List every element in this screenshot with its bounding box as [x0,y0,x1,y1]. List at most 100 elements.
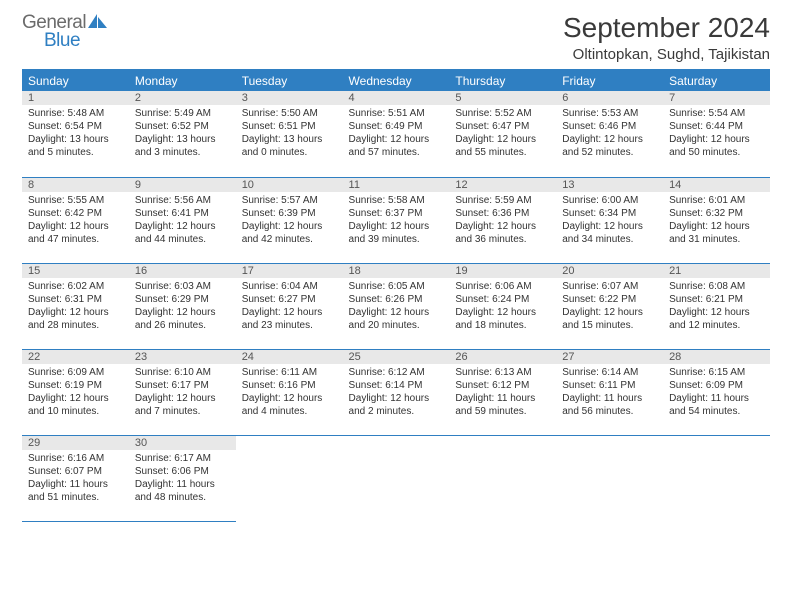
day-content: Sunrise: 5:48 AMSunset: 6:54 PMDaylight:… [22,105,129,163]
day-content: Sunrise: 5:53 AMSunset: 6:46 PMDaylight:… [556,105,663,163]
sunset-line: Sunset: 6:39 PM [242,207,337,220]
sunrise-line: Sunrise: 6:00 AM [562,194,657,207]
calendar-cell: 15Sunrise: 6:02 AMSunset: 6:31 PMDayligh… [22,263,129,349]
day-content: Sunrise: 5:51 AMSunset: 6:49 PMDaylight:… [343,105,450,163]
daylight-line: Daylight: 12 hours and 34 minutes. [562,220,657,246]
sunrise-line: Sunrise: 6:17 AM [135,452,230,465]
calendar-cell: 13Sunrise: 6:00 AMSunset: 6:34 PMDayligh… [556,177,663,263]
sunrise-line: Sunrise: 6:01 AM [669,194,764,207]
day-number: 17 [236,264,343,278]
day-content: Sunrise: 6:17 AMSunset: 6:06 PMDaylight:… [129,450,236,508]
calendar-cell [236,435,343,521]
sunrise-line: Sunrise: 5:59 AM [455,194,550,207]
daylight-line: Daylight: 12 hours and 50 minutes. [669,133,764,159]
day-content: Sunrise: 6:07 AMSunset: 6:22 PMDaylight:… [556,278,663,336]
calendar-week: 22Sunrise: 6:09 AMSunset: 6:19 PMDayligh… [22,349,770,435]
day-number: 11 [343,178,450,192]
day-header: Sunday [22,70,129,91]
daylight-line: Daylight: 12 hours and 31 minutes. [669,220,764,246]
calendar-cell: 22Sunrise: 6:09 AMSunset: 6:19 PMDayligh… [22,349,129,435]
day-number: 19 [449,264,556,278]
day-content: Sunrise: 5:54 AMSunset: 6:44 PMDaylight:… [663,105,770,163]
sunset-line: Sunset: 6:34 PM [562,207,657,220]
day-number: 24 [236,350,343,364]
calendar-cell: 4Sunrise: 5:51 AMSunset: 6:49 PMDaylight… [343,91,450,177]
calendar-cell: 28Sunrise: 6:15 AMSunset: 6:09 PMDayligh… [663,349,770,435]
sunrise-line: Sunrise: 6:13 AM [455,366,550,379]
day-content: Sunrise: 5:50 AMSunset: 6:51 PMDaylight:… [236,105,343,163]
sunrise-line: Sunrise: 5:51 AM [349,107,444,120]
logo: General Blue [22,12,108,52]
daylight-line: Daylight: 12 hours and 26 minutes. [135,306,230,332]
day-content: Sunrise: 5:58 AMSunset: 6:37 PMDaylight:… [343,192,450,250]
sunset-line: Sunset: 6:36 PM [455,207,550,220]
sunset-line: Sunset: 6:07 PM [28,465,123,478]
calendar-cell: 8Sunrise: 5:55 AMSunset: 6:42 PMDaylight… [22,177,129,263]
calendar-cell: 3Sunrise: 5:50 AMSunset: 6:51 PMDaylight… [236,91,343,177]
daylight-line: Daylight: 12 hours and 20 minutes. [349,306,444,332]
sunset-line: Sunset: 6:19 PM [28,379,123,392]
day-number: 12 [449,178,556,192]
calendar-cell [556,435,663,521]
calendar-cell: 26Sunrise: 6:13 AMSunset: 6:12 PMDayligh… [449,349,556,435]
day-content: Sunrise: 5:49 AMSunset: 6:52 PMDaylight:… [129,105,236,163]
sunrise-line: Sunrise: 5:50 AM [242,107,337,120]
day-content: Sunrise: 5:56 AMSunset: 6:41 PMDaylight:… [129,192,236,250]
day-content: Sunrise: 6:02 AMSunset: 6:31 PMDaylight:… [22,278,129,336]
sunrise-line: Sunrise: 5:53 AM [562,107,657,120]
calendar-cell: 30Sunrise: 6:17 AMSunset: 6:06 PMDayligh… [129,435,236,521]
day-number: 18 [343,264,450,278]
daylight-line: Daylight: 12 hours and 39 minutes. [349,220,444,246]
daylight-line: Daylight: 12 hours and 10 minutes. [28,392,123,418]
day-content: Sunrise: 6:05 AMSunset: 6:26 PMDaylight:… [343,278,450,336]
day-number: 2 [129,91,236,105]
logo-sail-icon [88,12,108,34]
month-title: September 2024 [563,12,770,44]
calendar-cell: 24Sunrise: 6:11 AMSunset: 6:16 PMDayligh… [236,349,343,435]
day-content: Sunrise: 5:55 AMSunset: 6:42 PMDaylight:… [22,192,129,250]
day-content: Sunrise: 5:52 AMSunset: 6:47 PMDaylight:… [449,105,556,163]
day-content: Sunrise: 6:16 AMSunset: 6:07 PMDaylight:… [22,450,129,508]
sunrise-line: Sunrise: 5:54 AM [669,107,764,120]
calendar-cell [663,435,770,521]
sunrise-line: Sunrise: 5:49 AM [135,107,230,120]
calendar-week: 1Sunrise: 5:48 AMSunset: 6:54 PMDaylight… [22,91,770,177]
sunrise-line: Sunrise: 5:56 AM [135,194,230,207]
day-number: 7 [663,91,770,105]
day-content: Sunrise: 6:15 AMSunset: 6:09 PMDaylight:… [663,364,770,422]
day-content: Sunrise: 6:06 AMSunset: 6:24 PMDaylight:… [449,278,556,336]
calendar-cell: 25Sunrise: 6:12 AMSunset: 6:14 PMDayligh… [343,349,450,435]
day-number: 5 [449,91,556,105]
daylight-line: Daylight: 11 hours and 51 minutes. [28,478,123,504]
day-content: Sunrise: 6:01 AMSunset: 6:32 PMDaylight:… [663,192,770,250]
day-content: Sunrise: 6:13 AMSunset: 6:12 PMDaylight:… [449,364,556,422]
calendar-cell: 6Sunrise: 5:53 AMSunset: 6:46 PMDaylight… [556,91,663,177]
sunrise-line: Sunrise: 6:16 AM [28,452,123,465]
sunrise-line: Sunrise: 6:11 AM [242,366,337,379]
day-number: 8 [22,178,129,192]
calendar-cell: 27Sunrise: 6:14 AMSunset: 6:11 PMDayligh… [556,349,663,435]
sunset-line: Sunset: 6:26 PM [349,293,444,306]
sunset-line: Sunset: 6:06 PM [135,465,230,478]
sunset-line: Sunset: 6:52 PM [135,120,230,133]
sunset-line: Sunset: 6:09 PM [669,379,764,392]
sunrise-line: Sunrise: 5:57 AM [242,194,337,207]
calendar-cell: 16Sunrise: 6:03 AMSunset: 6:29 PMDayligh… [129,263,236,349]
sunrise-line: Sunrise: 5:52 AM [455,107,550,120]
sunrise-line: Sunrise: 6:02 AM [28,280,123,293]
sunrise-line: Sunrise: 6:07 AM [562,280,657,293]
day-content: Sunrise: 5:59 AMSunset: 6:36 PMDaylight:… [449,192,556,250]
day-content: Sunrise: 6:08 AMSunset: 6:21 PMDaylight:… [663,278,770,336]
daylight-line: Daylight: 12 hours and 4 minutes. [242,392,337,418]
day-number: 20 [556,264,663,278]
day-number: 21 [663,264,770,278]
sunrise-line: Sunrise: 6:05 AM [349,280,444,293]
sunrise-line: Sunrise: 6:14 AM [562,366,657,379]
sunset-line: Sunset: 6:54 PM [28,120,123,133]
daylight-line: Daylight: 12 hours and 23 minutes. [242,306,337,332]
daylight-line: Daylight: 12 hours and 7 minutes. [135,392,230,418]
calendar-cell: 23Sunrise: 6:10 AMSunset: 6:17 PMDayligh… [129,349,236,435]
day-header: Wednesday [343,70,450,91]
sunset-line: Sunset: 6:22 PM [562,293,657,306]
calendar-table: SundayMondayTuesdayWednesdayThursdayFrid… [22,69,770,522]
